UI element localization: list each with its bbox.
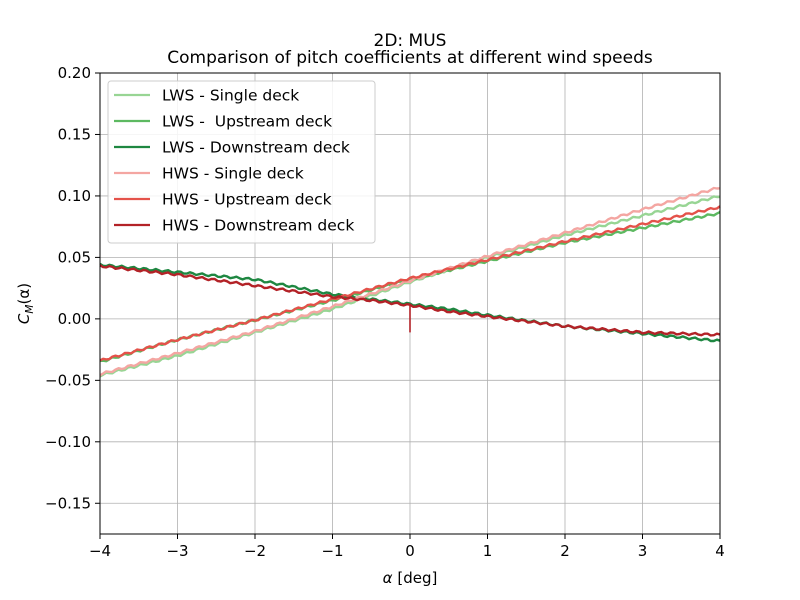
series-line-lws-single-deck [99,195,721,378]
y-tick-label: 0.05 [58,248,91,266]
legend-label-lws-upstream-deck: LWS - Upstream deck [162,113,332,131]
x-tick-label: −1 [321,542,343,560]
y-tick-label: −0.05 [45,371,91,389]
series-line-hws-single-deck [99,186,721,377]
x-axis-unit: [deg] [397,569,437,587]
chart-subtitle: Comparison of pitch coefficients at diff… [167,48,653,68]
x-tick-label: −4 [89,542,111,560]
y-axis-symbol: C [15,313,33,324]
legend-box [107,80,376,244]
y-tick-label: −0.15 [45,494,91,512]
x-tick-label: 1 [483,542,493,560]
y-tick-label: 0.10 [58,187,91,205]
legend-label-hws-single-deck: HWS - Single deck [162,165,304,183]
y-axis-argument: (α) [15,283,33,305]
legend: LWS - Single deck LWS - Upstream deck LWS … [107,80,376,244]
y-axis-label: CM(α) [15,283,36,324]
x-tick-label: −3 [166,542,188,560]
x-tick-label: 4 [715,542,725,560]
legend-label-lws-downstream-deck: LWS - Downstream deck [162,139,350,157]
y-axis-subscript: M [24,305,36,314]
legend-label-hws-upstream-deck: HWS - Upstream deck [162,191,332,209]
x-tick-label: 0 [405,542,415,560]
y-tick-label: 0.15 [58,125,91,143]
x-tick-label: −2 [244,542,266,560]
legend-label-lws-single-deck: LWS - Single deck [162,87,299,105]
x-axis-label: α [deg] [383,569,438,587]
legend-label-hws-downstream-deck: HWS - Downstream deck [162,217,354,235]
series-line-hws-upstream-deck [99,205,721,362]
x-axis-symbol: α [383,569,393,587]
y-tick-label: −0.10 [45,433,91,451]
chart-title: 2D: MUS [374,31,447,51]
x-tick-label: 2 [560,542,570,560]
series-layer [99,186,721,378]
y-tick-label: 0.00 [58,310,91,328]
axis-ticks: −4 −3 −2 −1 0 1 2 3 4 −0.15 −0.10 −0.05 0.00 0.05 0.10… [45,64,725,560]
y-tick-label: 0.20 [58,64,91,82]
x-tick-label: 3 [638,542,648,560]
